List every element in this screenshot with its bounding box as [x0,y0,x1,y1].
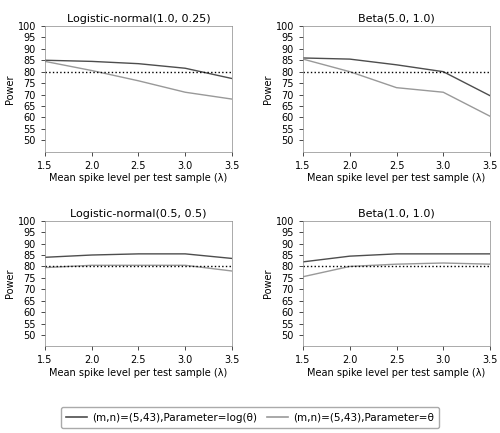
Y-axis label: Power: Power [5,269,15,298]
Y-axis label: Power: Power [263,74,273,103]
X-axis label: Mean spike level per test sample (λ): Mean spike level per test sample (λ) [308,368,486,378]
Title: Beta(1.0, 1.0): Beta(1.0, 1.0) [358,209,435,219]
Title: Logistic-normal(0.5, 0.5): Logistic-normal(0.5, 0.5) [70,209,206,219]
Y-axis label: Power: Power [263,269,273,298]
X-axis label: Mean spike level per test sample (λ): Mean spike level per test sample (λ) [50,368,228,378]
Y-axis label: Power: Power [5,74,15,103]
X-axis label: Mean spike level per test sample (λ): Mean spike level per test sample (λ) [50,174,228,184]
Legend: (m,n)=(5,43),Parameter=log(θ), (m,n)=(5,43),Parameter=θ: (m,n)=(5,43),Parameter=log(θ), (m,n)=(5,… [60,407,440,428]
X-axis label: Mean spike level per test sample (λ): Mean spike level per test sample (λ) [308,174,486,184]
Title: Beta(5.0, 1.0): Beta(5.0, 1.0) [358,14,435,24]
Title: Logistic-normal(1.0, 0.25): Logistic-normal(1.0, 0.25) [66,14,210,24]
